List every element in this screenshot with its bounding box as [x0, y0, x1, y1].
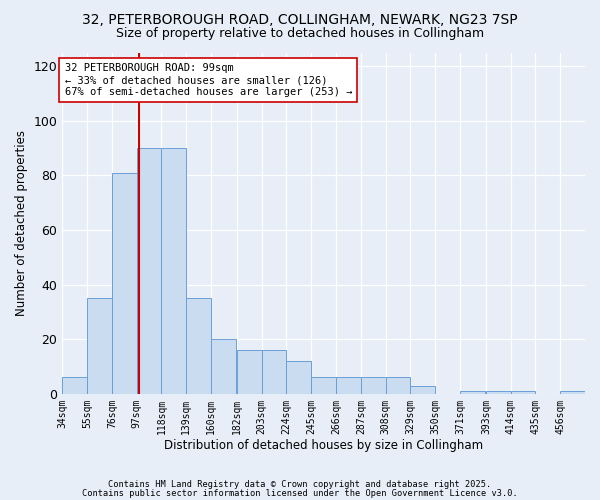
Bar	[386, 378, 410, 394]
Bar	[311, 378, 336, 394]
Text: Size of property relative to detached houses in Collingham: Size of property relative to detached ho…	[116, 28, 484, 40]
Bar	[87, 298, 112, 394]
Bar	[262, 350, 286, 394]
Bar	[410, 386, 435, 394]
Text: Contains public sector information licensed under the Open Government Licence v3: Contains public sector information licen…	[82, 488, 518, 498]
Text: 32 PETERBOROUGH ROAD: 99sqm
← 33% of detached houses are smaller (126)
67% of se: 32 PETERBOROUGH ROAD: 99sqm ← 33% of det…	[65, 64, 352, 96]
Bar	[361, 378, 386, 394]
Bar	[112, 172, 137, 394]
Bar	[186, 298, 211, 394]
Text: 32, PETERBOROUGH ROAD, COLLINGHAM, NEWARK, NG23 7SP: 32, PETERBOROUGH ROAD, COLLINGHAM, NEWAR…	[82, 12, 518, 26]
Bar	[511, 391, 535, 394]
Y-axis label: Number of detached properties: Number of detached properties	[15, 130, 28, 316]
Bar	[460, 391, 485, 394]
Bar	[62, 378, 87, 394]
Bar	[286, 361, 311, 394]
Bar	[486, 391, 511, 394]
Bar	[211, 339, 236, 394]
Bar	[560, 391, 585, 394]
Bar	[137, 148, 161, 394]
X-axis label: Distribution of detached houses by size in Collingham: Distribution of detached houses by size …	[164, 440, 483, 452]
Bar	[161, 148, 186, 394]
Text: Contains HM Land Registry data © Crown copyright and database right 2025.: Contains HM Land Registry data © Crown c…	[109, 480, 491, 489]
Bar	[336, 378, 361, 394]
Bar	[237, 350, 262, 394]
